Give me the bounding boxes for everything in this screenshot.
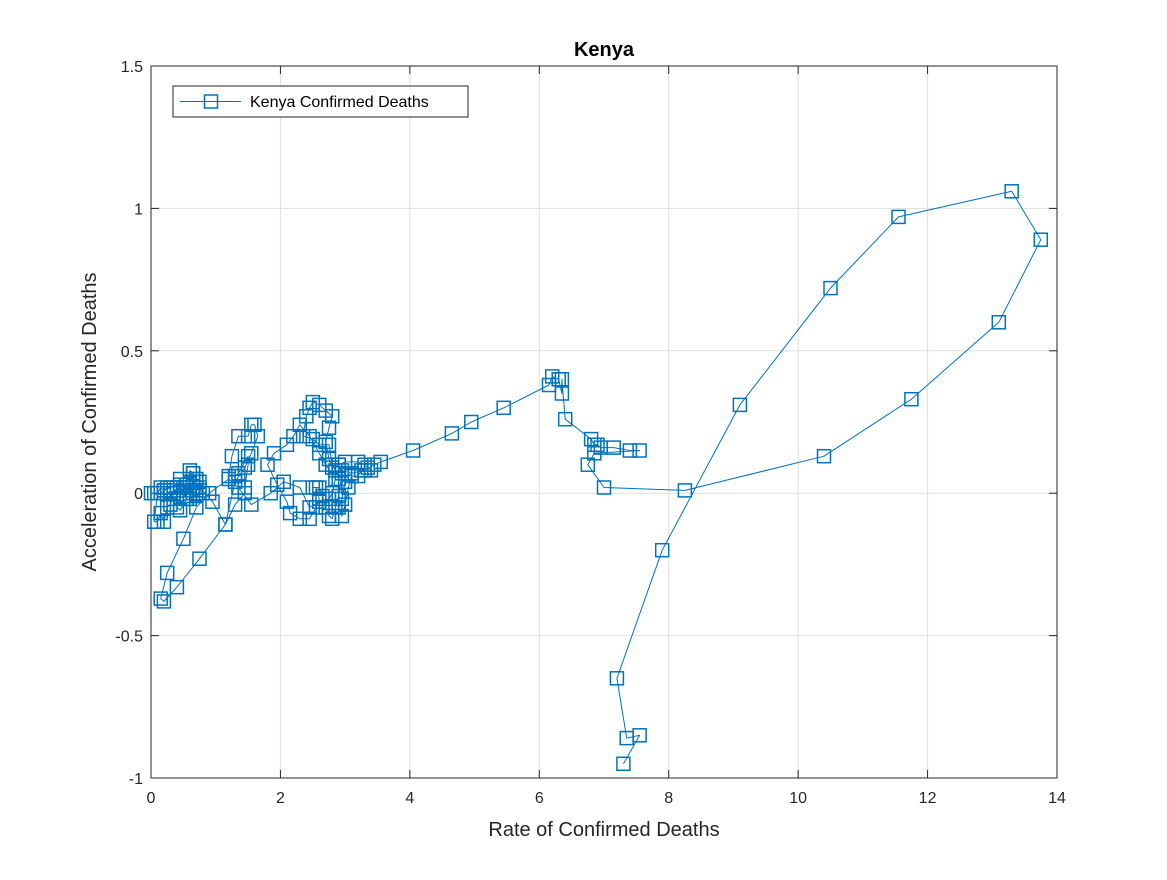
data-point-marker (405, 443, 421, 458)
x-tick-label: 6 (535, 790, 544, 807)
data-point-marker (315, 488, 330, 504)
data-point-marker (185, 466, 201, 481)
data-point-marker (227, 497, 243, 512)
data-point-marker (176, 488, 191, 504)
data-point-marker (904, 391, 919, 407)
data-point-marker (622, 443, 638, 458)
data-point-marker (169, 579, 185, 595)
data-point-marker (244, 497, 259, 512)
x-tick-label: 12 (919, 790, 937, 807)
data-point-marker (192, 551, 207, 566)
legend-marker-sample (203, 94, 219, 109)
data-point-marker (302, 400, 317, 416)
data-point-marker (231, 428, 246, 444)
data-point-marker (616, 756, 631, 772)
data-point-marker (606, 440, 621, 455)
data-point-marker (816, 448, 832, 464)
data-point-marker (269, 477, 285, 492)
data-point-marker (312, 437, 327, 453)
data-point-marker (590, 437, 605, 453)
data-point-marker (732, 397, 748, 413)
data-point-marker (1033, 232, 1049, 247)
data-point-marker (373, 454, 388, 470)
data-point-marker (279, 494, 295, 509)
data-point-marker (632, 728, 647, 743)
legend-label: Kenya Confirmed Deaths (250, 94, 429, 111)
data-point-marker (444, 426, 460, 441)
x-tick-label: 10 (789, 790, 807, 807)
x-tick-label: 0 (147, 790, 156, 807)
data-point-marker (224, 448, 240, 464)
chart-title: Kenya (574, 39, 635, 61)
data-point-marker (321, 437, 337, 453)
data-point-marker (292, 511, 308, 527)
x-tick-label: 8 (664, 790, 673, 807)
data-point-marker (305, 394, 321, 410)
y-axis-title: Acceleration of Confirmed Deaths (79, 272, 101, 571)
data-point-marker (244, 446, 259, 461)
data-point-marker (334, 508, 350, 524)
y-tick-label: 0.5 (121, 344, 143, 361)
data-point-marker (1004, 184, 1019, 199)
data-point-marker (201, 485, 217, 501)
y-tick-label: -1 (129, 771, 143, 788)
data-point-marker (823, 280, 838, 296)
data-point-marker (247, 417, 262, 433)
data-point-marker (609, 671, 625, 686)
data-point-marker (337, 497, 353, 512)
data-point-marker (554, 372, 570, 387)
data-point-marker (357, 463, 372, 478)
data-point-marker (299, 409, 314, 424)
data-point-marker (250, 428, 266, 444)
data-point-marker (153, 591, 168, 606)
data-point-marker (496, 400, 511, 416)
data-point-marker (334, 463, 350, 478)
x-tick-label: 2 (276, 790, 285, 807)
data-point-marker (312, 480, 327, 495)
data-point-marker (580, 457, 596, 472)
data-point-marker (557, 411, 573, 427)
data-point-marker (205, 494, 220, 509)
x-tick-label: 4 (405, 790, 414, 807)
data-point-marker (159, 565, 175, 581)
x-axis-title: Rate of Confirmed Deaths (488, 819, 719, 841)
data-point-marker (321, 420, 337, 435)
data-point-marker (156, 514, 172, 529)
data-point-marker (654, 542, 670, 558)
data-point-marker (189, 500, 204, 515)
axis-ticks: 0 2 4 6 8 10 12 14 -1 -0.5 0 0.5 1 1.5 (115, 59, 1066, 807)
data-point-marker (260, 457, 275, 472)
x-tick-label: 14 (1048, 790, 1066, 807)
y-tick-label: 0 (134, 486, 143, 503)
series-layer (143, 184, 1049, 772)
data-point-marker (176, 531, 191, 547)
data-point-marker (221, 471, 236, 487)
data-point-marker (192, 480, 207, 495)
data-point-marker (632, 443, 647, 458)
plot-area (150, 65, 1058, 779)
data-point-marker (295, 428, 311, 444)
data-point-marker (218, 517, 233, 532)
y-tick-label: 1 (134, 201, 143, 218)
data-point-marker (156, 594, 172, 609)
data-point-marker (237, 460, 253, 475)
y-tick-label: 1.5 (121, 59, 143, 76)
data-point-marker (891, 209, 906, 225)
y-tick-label: -0.5 (115, 629, 143, 646)
data-point-marker (554, 386, 570, 401)
data-point-marker (331, 457, 346, 472)
data-point-marker (991, 315, 1007, 330)
data-point-marker (596, 480, 612, 495)
data-point-marker (464, 414, 479, 430)
data-point-marker (240, 448, 256, 464)
data-point-marker (279, 437, 295, 453)
data-point-marker (231, 480, 246, 495)
data-point-marker (341, 480, 356, 495)
data-point-marker (677, 483, 693, 498)
data-point-marker (240, 457, 256, 472)
legend[interactable]: Kenya Confirmed Deaths (172, 85, 469, 118)
data-point-marker (282, 505, 298, 521)
